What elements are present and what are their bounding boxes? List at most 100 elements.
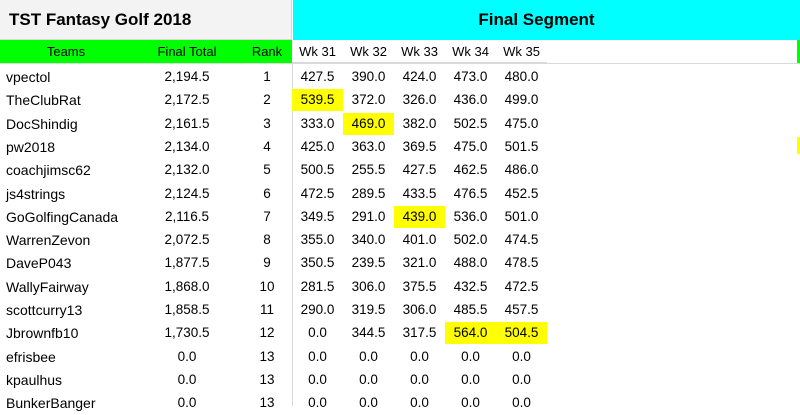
final-total-cell[interactable]: 2,161.5 [164,115,210,131]
week-score-cell[interactable]: 321.0 [402,255,437,271]
week-score-cell[interactable]: 340.0 [351,232,386,248]
rank-cell[interactable]: 2 [263,92,271,108]
rank-cell[interactable]: 13 [259,371,275,387]
team-name-cell[interactable]: DaveP043 [6,255,72,272]
final-total-cell[interactable]: 2,116.5 [164,208,210,224]
week-score-cell[interactable]: 427.5 [300,69,335,84]
week-score-cell[interactable]: 281.5 [300,278,335,294]
rank-cell[interactable]: 1 [263,69,271,84]
header-final-total[interactable]: Final Total [132,40,242,63]
week-score-cell[interactable]: 476.5 [453,185,488,201]
week-score-cell[interactable]: 363.0 [351,138,386,154]
week-score-cell[interactable]: 499.0 [504,92,539,108]
week-score-cell[interactable]: 462.5 [453,162,488,178]
week-score-cell[interactable]: 306.0 [351,278,386,294]
team-name-cell[interactable]: BunkerBanger [6,395,96,412]
final-total-cell[interactable]: 1,868.0 [164,278,210,294]
final-total-cell[interactable]: 2,132.0 [164,162,210,178]
week-score-cell[interactable]: 0.0 [461,395,480,411]
week-score-cell[interactable]: 375.5 [402,278,437,294]
header-rank[interactable]: Rank [242,40,292,63]
week-score-cell[interactable]: 539.5 [292,89,343,112]
week-score-cell[interactable]: 475.0 [504,115,539,131]
week-score-cell[interactable]: 502.5 [453,115,488,131]
team-name-cell[interactable]: coachjimsc62 [6,162,91,179]
final-total-cell[interactable]: 2,072.5 [164,232,210,248]
final-total-cell[interactable]: 1,877.5 [164,255,210,271]
week-score-cell[interactable]: 0.0 [512,395,531,411]
header-week[interactable]: Wk 33 [394,40,445,63]
week-score-cell[interactable]: 382.0 [402,115,437,131]
week-score-cell[interactable]: 344.5 [351,325,386,341]
week-score-cell[interactable]: 0.0 [359,395,378,411]
week-score-cell[interactable]: 457.5 [504,302,539,317]
team-name-cell[interactable]: Jbrownfb10 [6,325,79,342]
final-total-cell[interactable]: 2,172.5 [164,92,210,108]
week-score-cell[interactable]: 0.0 [461,348,480,364]
week-score-cell[interactable]: 401.0 [402,232,437,248]
week-score-cell[interactable]: 290.0 [300,302,335,317]
week-score-cell[interactable]: 425.0 [300,138,335,154]
week-score-cell[interactable]: 0.0 [308,325,327,341]
week-score-cell[interactable]: 255.5 [351,162,386,178]
rank-cell[interactable]: 11 [259,302,274,317]
week-score-cell[interactable]: 472.5 [300,185,335,201]
week-score-cell[interactable]: 504.5 [496,322,547,345]
team-name-cell[interactable]: pw2018 [6,138,56,155]
header-week[interactable]: Wk 32 [343,40,394,63]
week-score-cell[interactable]: 536.0 [453,208,488,224]
team-name-cell[interactable]: WarrenZevon [6,232,91,249]
week-score-cell[interactable]: 501.0 [504,208,539,224]
week-score-cell[interactable]: 502.0 [453,232,488,248]
week-score-cell[interactable]: 0.0 [410,395,429,411]
team-name-cell[interactable]: efrisbee [6,348,56,365]
header-week[interactable]: Wk 35 [496,40,547,63]
week-score-cell[interactable]: 0.0 [359,371,378,387]
week-score-cell[interactable]: 355.0 [300,232,335,248]
week-score-cell[interactable]: 564.0 [445,322,496,345]
week-score-cell[interactable]: 289.5 [351,185,386,201]
week-score-cell[interactable]: 500.5 [300,162,335,178]
week-score-cell[interactable]: 0.0 [461,371,480,387]
rank-cell[interactable]: 5 [263,162,271,178]
week-score-cell[interactable]: 317.5 [402,325,437,341]
team-name-cell[interactable]: scottcurry13 [6,302,83,318]
header-week[interactable]: Wk 31 [292,40,343,63]
header-week[interactable]: Wk 34 [445,40,496,63]
week-score-cell[interactable]: 424.0 [402,69,437,84]
team-name-cell[interactable]: vpectol [6,69,51,85]
week-score-cell[interactable]: 480.0 [504,69,539,84]
team-name-cell[interactable]: js4strings [6,185,66,202]
week-score-cell[interactable]: 0.0 [308,348,327,364]
week-score-cell[interactable]: 488.0 [453,255,488,271]
week-score-cell[interactable]: 333.0 [300,115,335,131]
week-score-cell[interactable]: 0.0 [512,371,531,387]
final-total-cell[interactable]: 0.0 [177,395,197,411]
rank-cell[interactable]: 10 [259,278,275,294]
week-score-cell[interactable]: 501.5 [504,138,539,154]
team-name-cell[interactable]: WallyFairway [6,278,89,295]
final-total-cell[interactable]: 0.0 [177,371,197,387]
week-score-cell[interactable]: 319.5 [351,302,386,317]
rank-cell[interactable]: 7 [263,208,271,224]
week-score-cell[interactable]: 0.0 [359,348,378,364]
week-score-cell[interactable]: 369.5 [402,138,437,154]
week-score-cell[interactable]: 239.5 [351,255,386,271]
rank-cell[interactable]: 12 [259,325,275,341]
header-teams[interactable]: Teams [0,40,132,63]
final-total-cell[interactable]: 0.0 [177,348,197,364]
week-score-cell[interactable]: 439.0 [394,205,445,228]
rank-cell[interactable]: 4 [263,138,271,154]
segment-title-cell[interactable]: Final Segment [293,0,800,40]
final-total-cell[interactable]: 2,124.5 [164,185,210,201]
week-score-cell[interactable]: 473.0 [453,69,488,84]
team-name-cell[interactable]: GoGolfingCanada [6,208,119,225]
week-score-cell[interactable]: 472.5 [504,278,539,294]
week-score-cell[interactable]: 350.5 [300,255,335,271]
rank-cell[interactable]: 9 [263,255,271,271]
final-total-cell[interactable]: 2,134.0 [164,138,210,154]
week-score-cell[interactable]: 436.0 [453,92,488,108]
week-score-cell[interactable]: 291.0 [351,208,386,224]
week-score-cell[interactable]: 0.0 [308,371,327,387]
team-name-cell[interactable]: TheClubRat [6,92,81,109]
